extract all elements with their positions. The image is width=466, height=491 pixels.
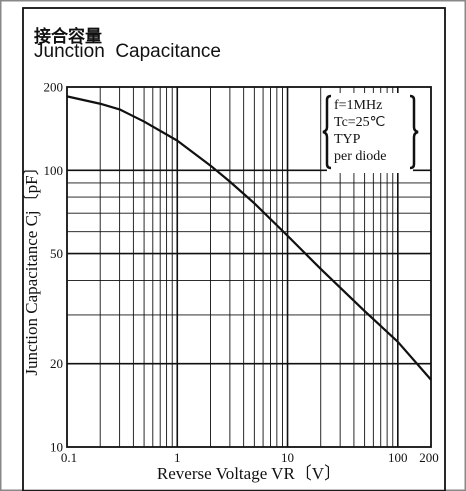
x-tick-label: 200 [419, 450, 439, 465]
annotation-per-diode: per diode [334, 149, 386, 164]
x-tick-label: 10 [281, 450, 294, 465]
annotation-frequency: f=1MHz [334, 98, 382, 113]
chart-title-english: Junction Capacitance [34, 41, 221, 62]
inner-border [22, 7, 446, 491]
x-tick-label: 0.1 [61, 450, 77, 465]
y-tick-label: 200 [44, 80, 64, 95]
y-tick-label: 100 [44, 163, 64, 178]
plot-area [66, 86, 432, 448]
y-axis-label: Junction Capacitance Cj〔pF〕 [22, 158, 41, 375]
y-tick-labels: 200 100 50 20 10 [44, 80, 64, 455]
y-tick-label: 20 [50, 356, 63, 371]
y-tick-label: 10 [50, 440, 63, 455]
x-tick-label: 1 [174, 450, 181, 465]
y-tick-label: 50 [50, 246, 63, 261]
x-axis-label: Reverse Voltage VR〔V〕 [157, 464, 341, 483]
chart-title-japanese: 接合容量 [34, 27, 102, 47]
x-tick-label: 100 [388, 450, 408, 465]
grid [67, 87, 431, 447]
annotation-typ: TYP [334, 132, 361, 147]
x-tick-labels: 0.1 1 10 100 200 [61, 450, 439, 465]
condition-annotation: f=1MHz Tc=25℃ TYP per diode [322, 93, 419, 173]
capacitance-curve [66, 95, 432, 381]
annotation-temperature: Tc=25℃ [334, 115, 385, 130]
